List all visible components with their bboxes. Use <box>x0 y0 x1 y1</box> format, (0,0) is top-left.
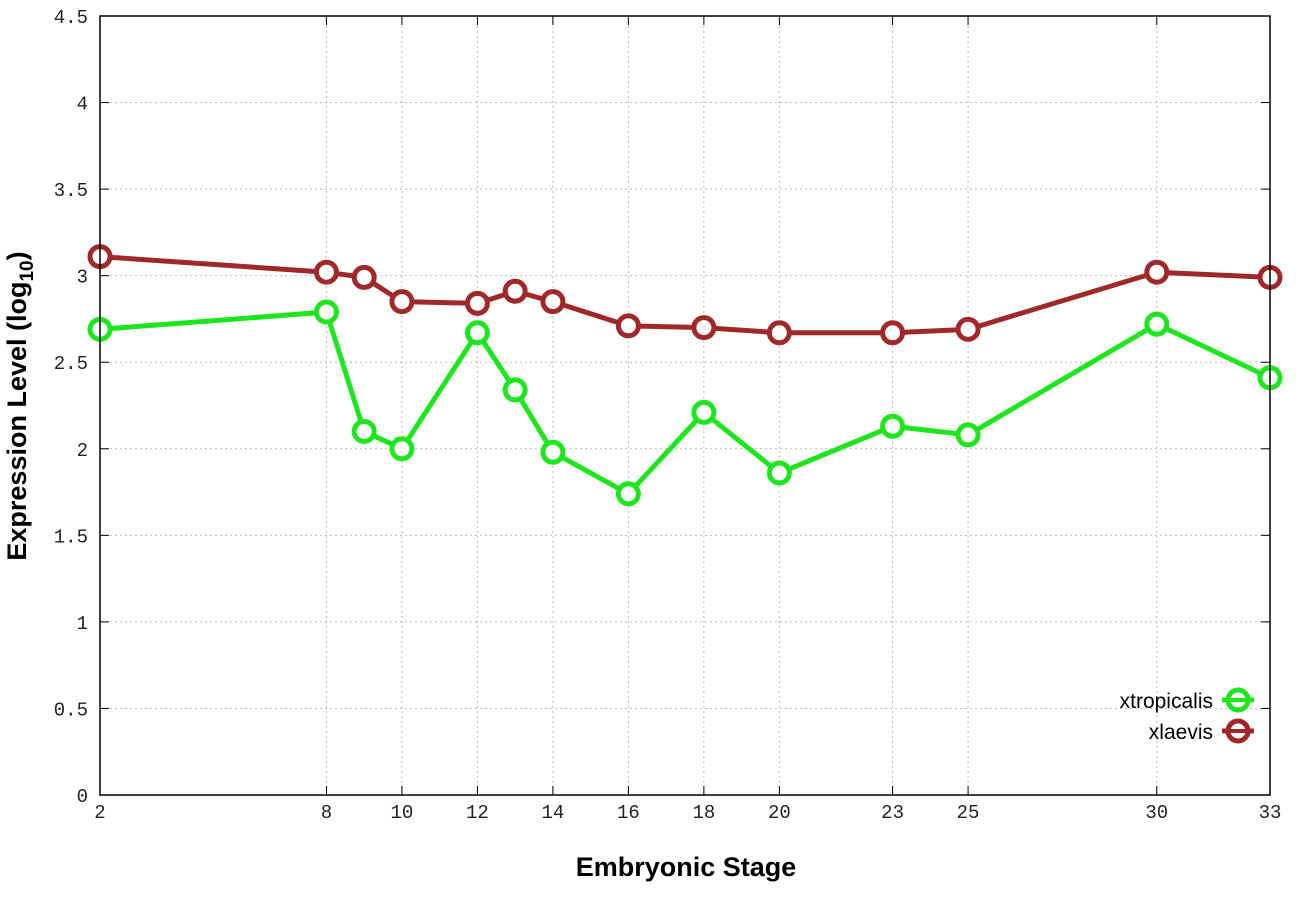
data-point-xlaevis <box>464 290 490 316</box>
x-axis-label: Embryonic Stage <box>576 852 797 882</box>
series-line-xtropicalis <box>99 309 1272 497</box>
data-point-xtropicalis <box>540 439 566 465</box>
data-point-xlaevis <box>880 320 906 346</box>
y-tick-label: 2 <box>77 440 88 462</box>
y-tick-label: 2.5 <box>54 353 88 375</box>
data-point-xtropicalis <box>766 460 792 486</box>
data-point-xtropicalis <box>502 377 528 403</box>
x-tick-label: 25 <box>957 802 980 824</box>
data-point-xlaevis <box>766 320 792 346</box>
data-point-xlaevis <box>351 264 377 290</box>
data-point-xlaevis <box>389 289 415 315</box>
x-tick-label: 23 <box>881 802 904 824</box>
y-tick-label: 0.5 <box>54 699 88 721</box>
data-point-xtropicalis <box>313 299 339 325</box>
data-point-xtropicalis <box>1144 311 1170 337</box>
x-tick-label: 8 <box>321 802 332 824</box>
data-point-xlaevis <box>1144 259 1170 285</box>
plot-frame <box>99 15 1271 796</box>
grid <box>100 16 1270 795</box>
series-line-xlaevis <box>99 254 1271 336</box>
legend-label: xlaevis <box>1149 721 1213 744</box>
x-tick-label: 10 <box>391 802 414 824</box>
x-tick-label: 16 <box>617 802 640 824</box>
x-tick-label: 33 <box>1259 802 1282 824</box>
data-point-xtropicalis <box>691 399 717 425</box>
data-point-xtropicalis <box>880 413 906 439</box>
x-tick-label: 2 <box>94 802 105 824</box>
y-tick-label: 3 <box>77 267 88 289</box>
data-point-xlaevis <box>540 289 566 315</box>
x-tick-label: 18 <box>692 802 715 824</box>
y-axis-label-subscript: 10 <box>17 260 38 281</box>
y-tick-label: 1 <box>77 613 88 635</box>
y-tick-label: 0 <box>77 786 88 808</box>
x-tick-label: 20 <box>768 802 791 824</box>
data-point-xlaevis <box>502 278 528 304</box>
data-point-xlaevis <box>691 315 717 341</box>
data-point-xtropicalis <box>351 418 377 444</box>
data-point-xlaevis <box>955 316 981 342</box>
legend-label: xtropicalis <box>1120 690 1213 713</box>
y-tick-label: 1.5 <box>54 526 88 548</box>
y-tick-label: 4 <box>77 94 88 116</box>
x-tick-label: 12 <box>466 802 489 824</box>
legend: xtropicalis xlaevis <box>1120 687 1254 744</box>
y-axis-label: Expression Level (log10) <box>2 251 38 560</box>
data-point-xtropicalis <box>615 481 641 507</box>
y-tick-label: 4.5 <box>54 7 88 29</box>
ticks: 0 0.5 1 1.5 2 2.5 3 3.5 4 4.5 2 8 10 12 14 16 18 20 23 25 30… <box>54 7 1282 824</box>
data-point-xlaevis <box>615 313 641 339</box>
x-tick-label: 30 <box>1145 802 1168 824</box>
data-point-xtropicalis <box>464 320 490 346</box>
series-group <box>87 244 1283 507</box>
y-tick-label: 3.5 <box>54 180 88 202</box>
data-point-xtropicalis <box>389 436 415 462</box>
data-point-xtropicalis <box>955 422 981 448</box>
data-point-xlaevis <box>313 259 339 285</box>
x-tick-label: 14 <box>541 802 564 824</box>
